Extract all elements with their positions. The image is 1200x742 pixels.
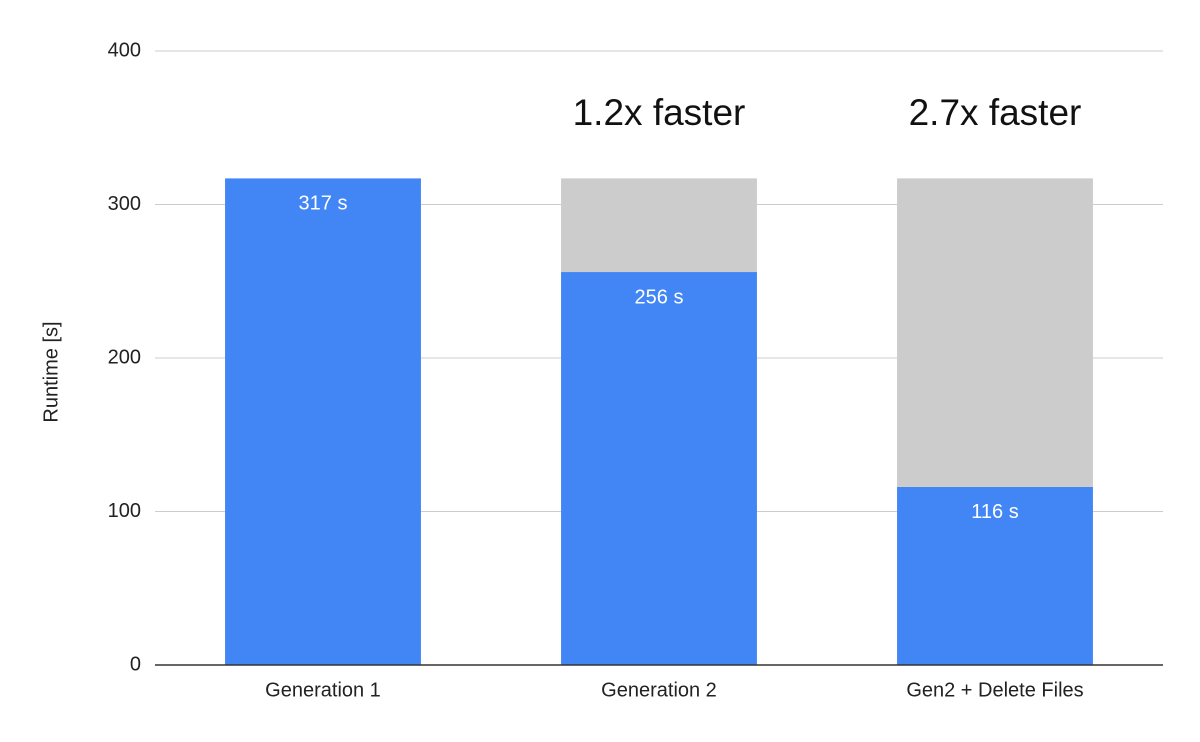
y-axis-label: Runtime [s] — [40, 321, 62, 422]
annotation: 2.7x faster — [909, 92, 1082, 133]
y-tick-label: 400 — [108, 39, 141, 61]
data-label: 317 s — [299, 193, 348, 215]
y-tick-label: 100 — [108, 500, 141, 522]
x-tick-label: Generation 1 — [265, 679, 381, 701]
bar-segment — [897, 178, 1093, 487]
bar-segment — [897, 486, 1093, 665]
bar-segment — [225, 178, 421, 665]
y-tick-label: 200 — [108, 346, 141, 368]
bar-segment — [561, 272, 757, 665]
bar-segment — [561, 178, 757, 273]
x-tick-label: Gen2 + Delete Files — [906, 679, 1083, 701]
data-label: 256 s — [635, 286, 684, 308]
data-label: 116 s — [971, 501, 1018, 523]
y-tick-label: 0 — [130, 653, 141, 675]
y-tick-label: 300 — [108, 193, 141, 215]
x-tick-label: Generation 2 — [601, 679, 717, 701]
annotation: 1.2x faster — [573, 92, 746, 133]
